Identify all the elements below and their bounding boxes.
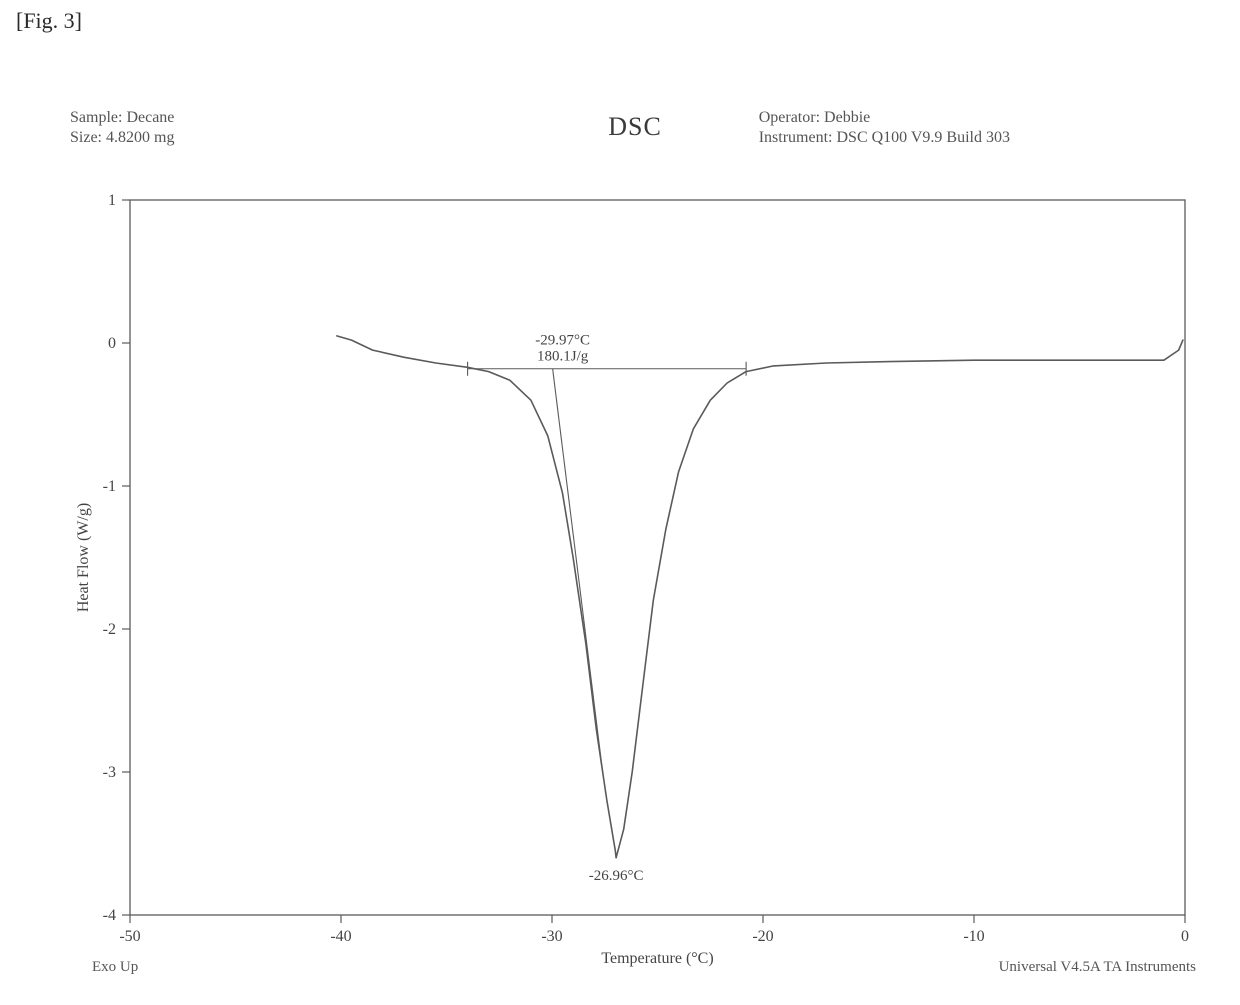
figure-label: [Fig. 3] [16, 8, 82, 34]
svg-text:Universal V4.5A TA Instruments: Universal V4.5A TA Instruments [999, 959, 1197, 975]
svg-text:-3: -3 [103, 764, 116, 781]
instrument-value: DSC Q100 V9.9 Build 303 [836, 129, 1010, 146]
svg-text:Heat Flow (W/g): Heat Flow (W/g) [75, 503, 92, 612]
meta-left: Sample: Decane Size: 4.8200 mg [70, 108, 174, 148]
svg-text:1: 1 [108, 192, 116, 209]
svg-text:-10: -10 [963, 928, 984, 945]
meta-right: Operator: Debbie Instrument: DSC Q100 V9… [759, 108, 1010, 148]
size-value: 4.8200 mg [106, 129, 174, 146]
svg-text:180.1J/g: 180.1J/g [537, 349, 589, 365]
instrument-label: Instrument: [759, 129, 833, 146]
svg-text:-40: -40 [330, 928, 351, 945]
sample-value: Decane [126, 109, 174, 126]
operator-label: Operator: [759, 109, 820, 126]
svg-text:-50: -50 [119, 928, 140, 945]
page: [Fig. 3] Sample: Decane Size: 4.8200 mg … [0, 0, 1240, 1005]
svg-text:-2: -2 [103, 621, 116, 638]
svg-text:-26.96°C: -26.96°C [589, 868, 644, 884]
size-label: Size: [70, 129, 102, 146]
svg-text:0: 0 [108, 335, 116, 352]
svg-text:Exo Up: Exo Up [92, 959, 138, 975]
svg-text:-20: -20 [752, 928, 773, 945]
operator-value: Debbie [824, 109, 870, 126]
chart-title: DSC [608, 112, 662, 142]
svg-text:-29.97°C: -29.97°C [535, 333, 590, 349]
dsc-chart: -50-40-30-20-100-4-3-2-101Temperature (°… [70, 190, 1200, 975]
svg-text:Temperature (°C): Temperature (°C) [601, 950, 713, 967]
svg-text:0: 0 [1181, 928, 1189, 945]
svg-text:-1: -1 [103, 478, 116, 495]
svg-text:-30: -30 [541, 928, 562, 945]
header-row: Sample: Decane Size: 4.8200 mg DSC Opera… [70, 108, 1200, 158]
sample-label: Sample: [70, 109, 122, 126]
plot-area: -50-40-30-20-100-4-3-2-101Temperature (°… [70, 190, 1200, 975]
svg-text:-4: -4 [103, 907, 116, 924]
